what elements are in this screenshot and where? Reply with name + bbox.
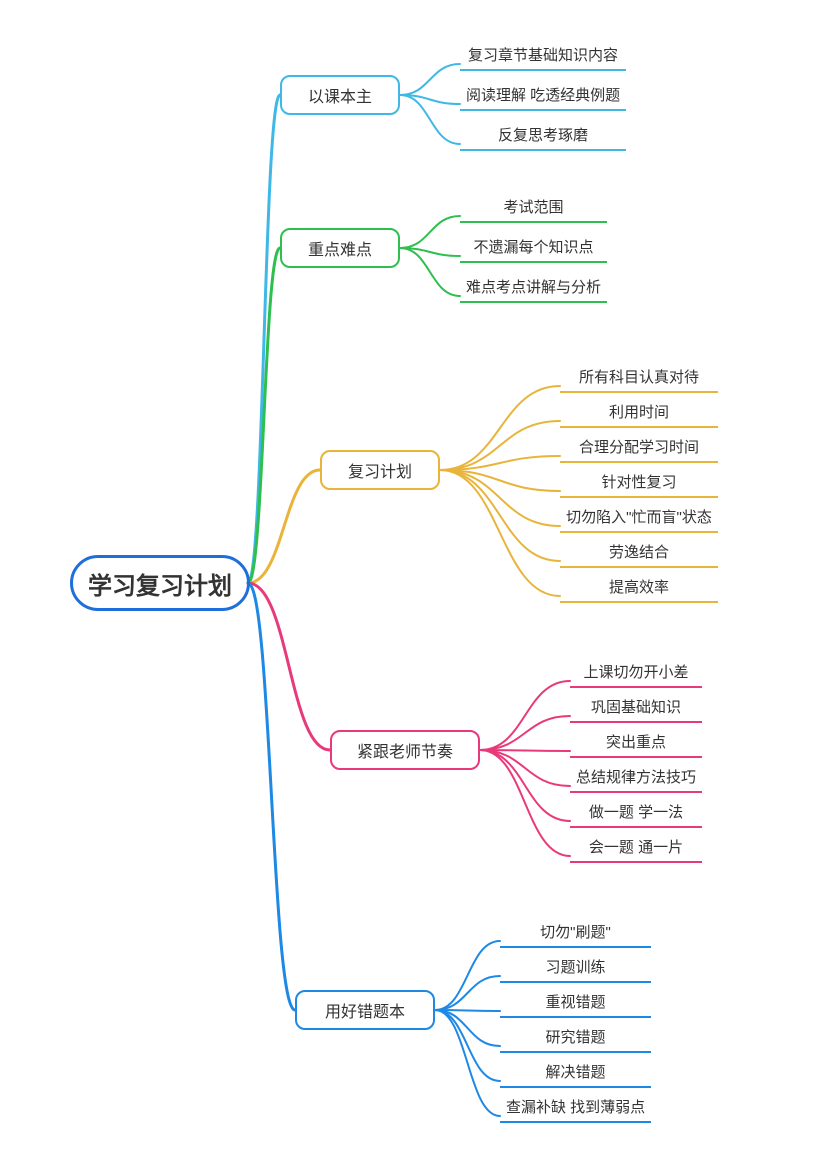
root-node: 学习复习计划 <box>70 555 250 611</box>
branch-node-b1: 以课本主 <box>280 75 400 115</box>
leaf-node-b5-3: 研究错题 <box>500 1026 651 1053</box>
branch-node-b4: 紧跟老师节奏 <box>330 730 480 770</box>
branch-node-b5: 用好错题本 <box>295 990 435 1030</box>
leaf-node-b4-1: 巩固基础知识 <box>570 696 702 723</box>
leaf-node-b3-5: 劳逸结合 <box>560 541 718 568</box>
leaf-node-b1-0: 复习章节基础知识内容 <box>460 44 626 71</box>
leaf-node-b4-0: 上课切勿开小差 <box>570 661 702 688</box>
leaf-node-b3-0: 所有科目认真对待 <box>560 366 718 393</box>
leaf-node-b2-0: 考试范围 <box>460 196 607 223</box>
branch-node-b3: 复习计划 <box>320 450 440 490</box>
leaf-node-b4-5: 会一题 通一片 <box>570 836 702 863</box>
leaf-node-b5-2: 重视错题 <box>500 991 651 1018</box>
leaf-node-b1-1: 阅读理解 吃透经典例题 <box>460 84 626 111</box>
leaf-node-b4-4: 做一题 学一法 <box>570 801 702 828</box>
leaf-node-b3-2: 合理分配学习时间 <box>560 436 718 463</box>
leaf-node-b5-5: 查漏补缺 找到薄弱点 <box>500 1096 651 1123</box>
leaf-node-b2-1: 不遗漏每个知识点 <box>460 236 607 263</box>
leaf-node-b3-6: 提高效率 <box>560 576 718 603</box>
leaf-node-b5-0: 切勿"刷题" <box>500 921 651 948</box>
leaf-node-b5-4: 解决错题 <box>500 1061 651 1088</box>
leaf-node-b3-3: 针对性复习 <box>560 471 718 498</box>
leaf-node-b4-2: 突出重点 <box>570 731 702 758</box>
branch-node-b2: 重点难点 <box>280 228 400 268</box>
leaf-node-b2-2: 难点考点讲解与分析 <box>460 276 607 303</box>
leaf-node-b3-1: 利用时间 <box>560 401 718 428</box>
leaf-node-b3-4: 切勿陷入"忙而盲"状态 <box>560 506 718 533</box>
leaf-node-b1-2: 反复思考琢磨 <box>460 124 626 151</box>
leaf-node-b4-3: 总结规律方法技巧 <box>570 766 702 793</box>
leaf-node-b5-1: 习题训练 <box>500 956 651 983</box>
